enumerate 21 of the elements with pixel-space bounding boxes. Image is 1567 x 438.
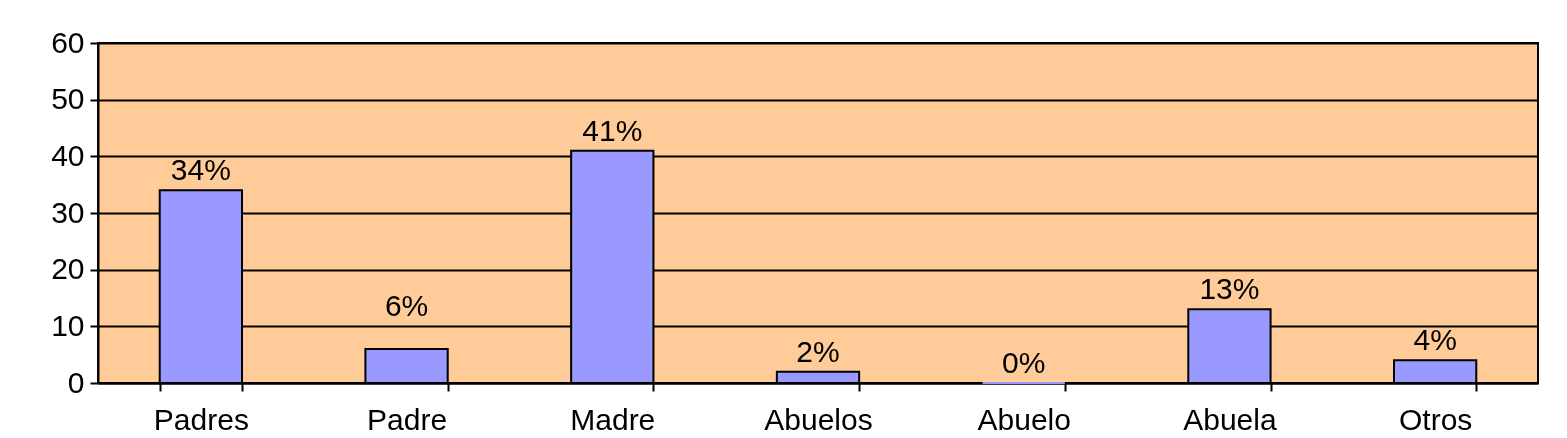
x-tick-label: Abuelos (764, 402, 873, 436)
y-tick-label: 30 (51, 195, 85, 229)
x-tick-label: Madre (570, 402, 656, 436)
y-tick-label: 0 (67, 365, 85, 399)
x-tick-label: Padre (367, 402, 448, 436)
x-tick-label: Otros (1398, 402, 1473, 436)
x-tick-label: Abuelo (977, 402, 1071, 436)
data-label: 41% (582, 113, 643, 147)
data-label: 34% (170, 153, 231, 187)
data-label: 6% (384, 289, 429, 323)
y-tick-label: 40 (51, 138, 85, 172)
data-label: 13% (1199, 272, 1260, 306)
data-label: 4% (1413, 323, 1457, 357)
y-tick-label: 10 (51, 308, 85, 342)
data-label: 0% (1002, 346, 1046, 379)
y-tick-label: 60 (51, 25, 85, 59)
y-tick-label: 50 (51, 82, 85, 116)
y-tick-label: 20 (51, 252, 85, 286)
x-tick-label: Padres (153, 402, 249, 436)
x-tick-label: Abuela (1183, 402, 1277, 436)
data-label: 2% (796, 334, 840, 368)
